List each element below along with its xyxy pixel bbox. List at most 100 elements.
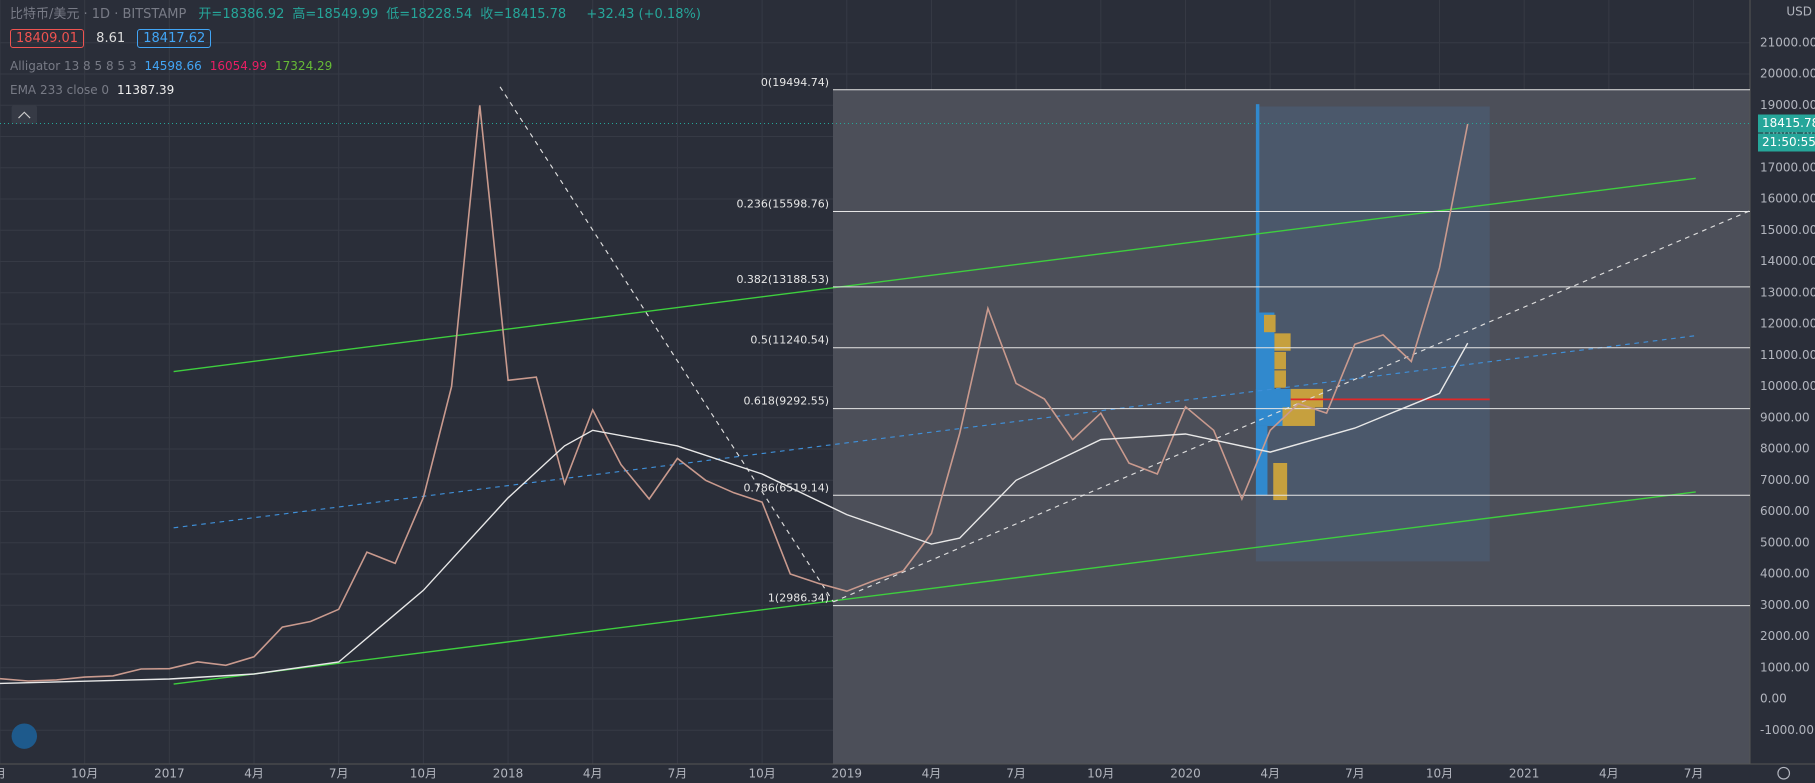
- x-tick-label: 10月: [748, 767, 775, 781]
- channel-upper: [173, 177, 1696, 373]
- x-tick-label: 7月: [329, 767, 349, 781]
- indicator-value: 14598.66: [144, 59, 202, 73]
- fib-label: 0(19494.74): [761, 76, 829, 89]
- x-tick-label: 7月: [668, 767, 688, 781]
- settings-icon[interactable]: [1777, 766, 1791, 780]
- x-tick-label: 4月: [244, 767, 264, 781]
- vp-bar: [1274, 351, 1286, 370]
- ohlc: 开=18386.92 高=18549.99 低=18228.54 收=18415.78: [198, 7, 574, 22]
- ohlc-value: 高=18549.99: [292, 7, 379, 22]
- fib-label: 0.618(9292.55): [743, 395, 829, 408]
- ohlc-value: 收=18415.78: [480, 7, 567, 22]
- vp-bar: [1263, 314, 1276, 333]
- collapse-icon: [18, 111, 31, 119]
- fib-label: 0.236(15598.76): [736, 198, 829, 211]
- fib-zone: [833, 90, 1750, 764]
- y-tick-label: 2000.00: [1760, 629, 1810, 643]
- x-tick-label: 4月: [922, 767, 942, 781]
- ask[interactable]: 18417.62: [137, 29, 212, 48]
- y-tick-label: 17000.00: [1760, 160, 1815, 174]
- vp-bar: [1282, 407, 1315, 426]
- y-tick-label: 13000.00: [1760, 285, 1815, 299]
- x-tick-label: 4月: [1599, 767, 1619, 781]
- series-line: [0, 105, 1469, 682]
- vp-bar: [1274, 370, 1286, 388]
- x-tick-label: 2019: [832, 767, 863, 781]
- y-tick-label: 5000.00: [1760, 535, 1810, 549]
- alligator-row: Alligator 13 8 5 8 5 3 14598.66 16054.99 17…: [10, 59, 340, 73]
- fib-label: 1(2986.34): [768, 592, 829, 605]
- y-tick-label: 0.00: [1760, 692, 1787, 706]
- y-tick-label: 15000.00: [1760, 223, 1815, 237]
- channel-lower: [173, 491, 1696, 685]
- collapse-button[interactable]: [11, 105, 38, 124]
- y-tick-label: 4000.00: [1760, 567, 1810, 581]
- last-price-box: [1758, 114, 1815, 133]
- fib-label: 0.786(6519.14): [743, 481, 829, 494]
- indicator-value: 17324.29: [275, 59, 333, 73]
- y-tick-label: 1000.00: [1760, 660, 1810, 674]
- vp-bar: [1255, 425, 1268, 496]
- y-tick-label: 20000.00: [1760, 67, 1815, 81]
- ohlc-value: 低=18228.54: [386, 7, 473, 22]
- y-tick-label: 3000.00: [1760, 598, 1810, 612]
- bid[interactable]: 18409.01: [10, 29, 85, 48]
- x-tick-label: 2017: [154, 767, 185, 781]
- quote-row: 18409.01 8.61 18417.62: [10, 29, 219, 48]
- countdown: 21:50:55: [1762, 135, 1815, 149]
- channel-mid: [173, 335, 1696, 529]
- y-tick-label: -1000.00: [1760, 723, 1814, 737]
- indicator-value: 11387.39: [117, 83, 175, 97]
- y-tick-label: 7000.00: [1760, 473, 1810, 487]
- series-line: [0, 342, 1469, 685]
- change: +32.43 (+0.18%): [586, 7, 701, 22]
- fib-label: 0.382(13188.53): [736, 273, 829, 286]
- x-tick-label: 10月: [1087, 767, 1114, 781]
- fib-label: 0.5(11240.54): [750, 334, 829, 347]
- x-tick-label: 2020: [1170, 767, 1201, 781]
- trend-down: [499, 86, 834, 603]
- y-tick-label: 9000.00: [1760, 410, 1810, 424]
- countdown-box: [1758, 133, 1815, 152]
- y-tick-label: 11000.00: [1760, 348, 1815, 362]
- vp-bar: [1290, 388, 1324, 408]
- logo: [11, 723, 38, 749]
- y-tick-label: 6000.00: [1760, 504, 1810, 518]
- x-tick-label: 4月: [1260, 767, 1280, 781]
- x-tick-label: 月: [0, 767, 6, 781]
- x-tick-label: 10月: [410, 767, 437, 781]
- header-row: 比特币/美元 · 1D · BITSTAMP 开=18386.92 高=18549…: [10, 3, 709, 22]
- spread: 8.61: [96, 31, 126, 46]
- vp-bar: [1273, 463, 1288, 501]
- indicator-label: Alligator 13 8 5 8 5 3: [10, 59, 137, 73]
- x-tick-label: 10月: [1426, 767, 1453, 781]
- x-tick-label: 7月: [1006, 767, 1026, 781]
- currency: USD: [1786, 5, 1812, 19]
- ohlc-value: 开=18386.92: [198, 7, 285, 22]
- y-tick-label: 14000.00: [1760, 254, 1815, 268]
- vp-bar: [1274, 333, 1291, 351]
- y-tick-label: 19000.00: [1760, 98, 1815, 112]
- x-tick-label: 2018: [493, 767, 524, 781]
- ema-row: EMA 233 close 0 11387.39: [10, 83, 182, 97]
- indicator-label: EMA 233 close 0: [10, 83, 110, 97]
- x-tick-label: 7月: [1684, 767, 1704, 781]
- x-tick-label: 4月: [583, 767, 603, 781]
- volume-profile: [1255, 104, 1324, 501]
- drawings: [11, 86, 1791, 780]
- indicator-value: 16054.99: [209, 59, 268, 73]
- y-tick-label: 12000.00: [1760, 317, 1815, 331]
- x-tick-label: 10月: [71, 767, 98, 781]
- x-tick-label: 2021: [1509, 767, 1540, 781]
- vp-bar: [1255, 104, 1260, 313]
- y-tick-label: 10000.00: [1760, 379, 1815, 393]
- volume-profile-area: [1255, 106, 1490, 562]
- y-tick-label: 16000.00: [1760, 192, 1815, 206]
- last-price-label: 18415.78: [1762, 116, 1815, 130]
- y-tick-label: 8000.00: [1760, 442, 1810, 456]
- y-tick-label: 21000.00: [1760, 35, 1815, 49]
- x-tick-label: 7月: [1345, 767, 1365, 781]
- symbol: 比特币/美元 · 1D · BITSTAMP: [10, 7, 187, 22]
